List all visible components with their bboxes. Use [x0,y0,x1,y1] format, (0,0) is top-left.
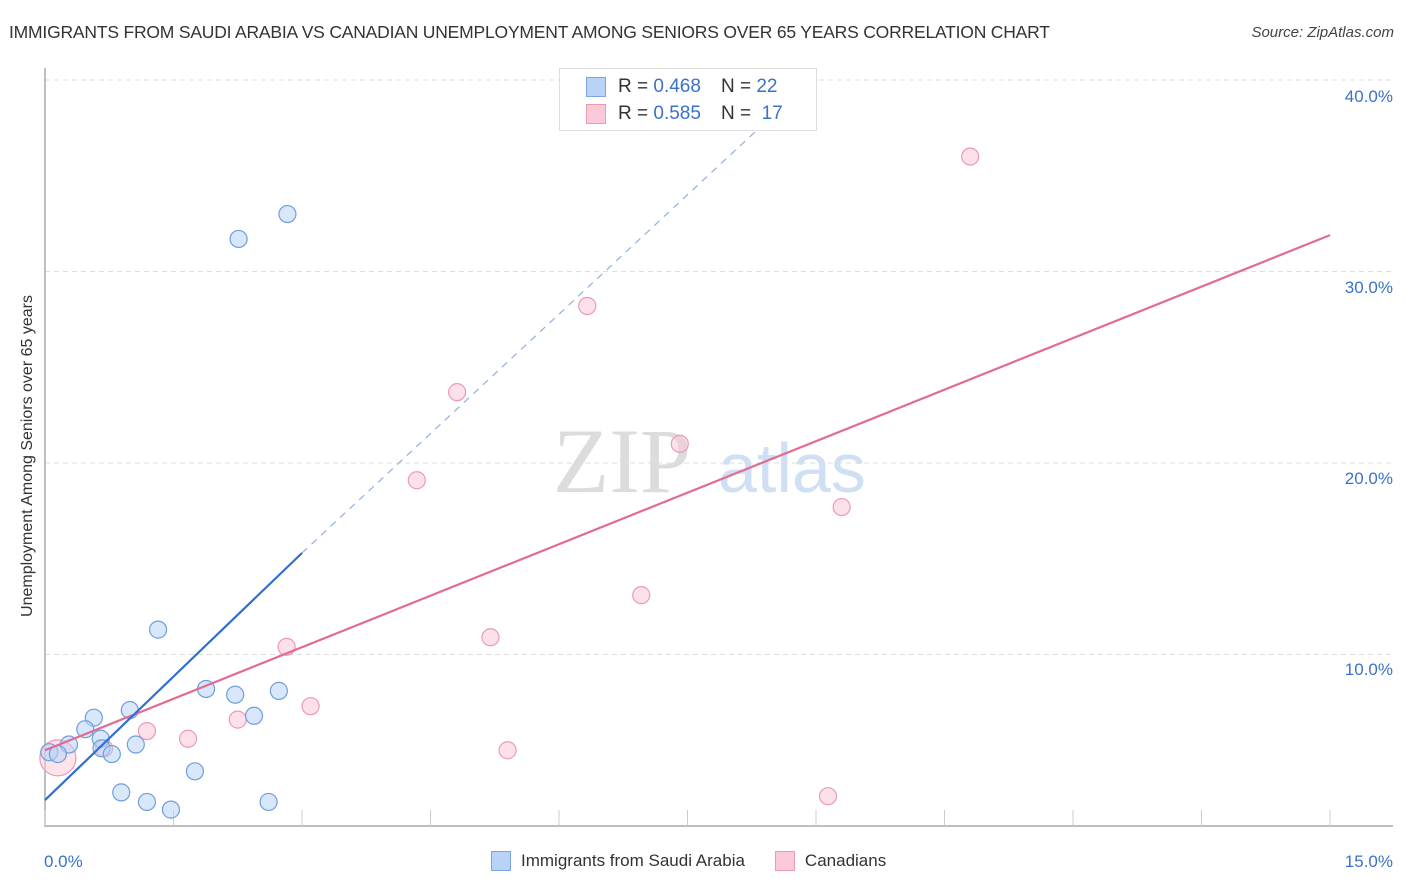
saudi-point [112,783,131,802]
canadians-point [137,721,157,741]
saudi-point [244,706,264,725]
legend-item-saudi: Immigrants from Saudi Arabia [491,851,745,871]
saudi-point [137,792,157,812]
canadians-point [481,628,500,647]
legend-swatch-pink [774,851,795,871]
saudi-point [126,735,145,754]
canadians-trendline [44,234,1331,752]
x-tick-max: 15.0% [1344,852,1393,871]
source-label: Source: ZipAtlas.com [1251,24,1394,41]
legend-row-saudi: R = 0.468 N = 22 [586,75,777,99]
canadians-point [578,296,597,316]
n-value: 17 [761,103,783,124]
x-tick-min: 0.0% [44,852,83,871]
legend-swatch-blue [491,851,511,871]
canadians-point [832,497,851,517]
legend-label: Immigrants from Saudi Arabia [521,851,745,870]
canadians-point [961,147,980,166]
canadians-point [818,787,838,806]
data-points [39,147,980,819]
svg-text:ZIP: ZIP [553,410,691,512]
n-label: N = [720,103,752,124]
saudi-point [278,204,297,224]
saudi-point [161,800,181,819]
canadians-point [407,471,426,490]
saudi-point [185,762,205,781]
saudi-point [269,681,288,700]
canadians-point [632,586,651,605]
saudi-trendline [44,552,303,801]
y-tick-30: 30.0% [1344,278,1393,297]
svg-text:atlas: atlas [718,429,866,507]
saudi-point [226,685,245,704]
legend-swatch-pink [586,104,606,124]
canadians-point [670,434,689,453]
saudi-point [259,792,278,812]
canadians-point [447,383,467,402]
saudi-point [229,229,248,249]
y-tick-10: 10.0% [1344,660,1393,679]
gridlines [45,79,1392,655]
r-value: 0.468 [653,76,701,97]
watermark: ZIP atlas [553,410,866,512]
trendlines [44,117,1331,801]
y-tick-20: 20.0% [1344,469,1393,488]
canadians-point [498,741,517,760]
correlation-legend: R = 0.468 N = 22 R = 0.585 N = 17 [559,68,817,131]
series-legend: Immigrants from Saudi Arabia Canadians [491,851,916,871]
canadians-point [178,729,198,748]
canadians-point [301,697,320,716]
r-value: 0.585 [653,103,701,124]
axes [44,68,1393,827]
y-tick-40: 40.0% [1344,87,1393,106]
chart-title: IMMIGRANTS FROM SAUDI ARABIA VS CANADIAN… [9,22,1050,42]
n-label: N = [720,76,752,97]
n-value: 22 [756,76,778,97]
saudi-trendline-extension [301,117,771,554]
canadians-point [228,710,247,729]
saudi-point [102,744,121,764]
legend-swatch-blue [586,77,606,97]
legend-label: Canadians [804,851,887,870]
legend-item-canadians: Canadians [774,851,887,871]
saudi-point [148,620,168,639]
r-label: R = [618,103,649,124]
legend-row-canadians: R = 0.585 N = 17 [586,102,783,126]
r-label: R = [618,76,649,97]
